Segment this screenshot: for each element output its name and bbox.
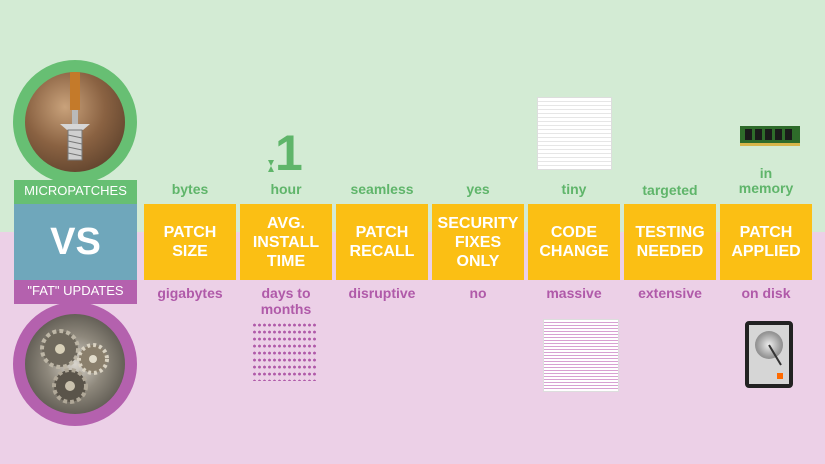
- micro-install-time: hour: [270, 181, 302, 197]
- micropatches-label: MICROPATCHES: [14, 180, 137, 204]
- fat-patch-applied: on disk: [741, 285, 791, 301]
- header-install-time: AVG. INSTALL TIME: [240, 204, 332, 280]
- fat-updates-label: "FAT" UPDATES: [14, 280, 137, 304]
- micro-testing-needed: targeted: [642, 182, 698, 198]
- header-patch-recall: PATCH RECALL: [336, 204, 428, 280]
- ram-chip-icon: [740, 126, 800, 146]
- document-icon: [537, 97, 612, 170]
- header-security-only: SECURITY FIXES ONLY: [432, 204, 524, 280]
- micro-code-change: tiny: [561, 181, 587, 197]
- header-patch-applied: PATCH APPLIED: [720, 204, 812, 280]
- micro-patch-applied: in memory: [738, 165, 794, 196]
- micro-security-only: yes: [466, 181, 490, 197]
- hourglass-icon: [268, 160, 274, 172]
- header-testing-needed: TESTING NEEDED: [624, 204, 716, 280]
- header-patch-size: PATCH SIZE: [144, 204, 236, 280]
- fat-security-only: no: [469, 285, 487, 301]
- fat-patch-recall: disruptive: [348, 285, 416, 301]
- fat-testing-needed: extensive: [638, 285, 702, 301]
- screw-photo: [13, 60, 137, 184]
- header-code-change: CODE CHANGE: [528, 204, 620, 280]
- document-icon: [543, 319, 619, 392]
- people-icon: [252, 323, 318, 381]
- micro-patch-size: bytes: [171, 181, 209, 197]
- one-hour-number: 1: [275, 125, 303, 181]
- fat-install-time: days to months: [260, 285, 312, 317]
- gears-photo: [13, 302, 137, 426]
- fat-code-change: massive: [546, 285, 602, 301]
- micro-patch-recall: seamless: [350, 181, 414, 197]
- micropatches-band: [0, 0, 825, 232]
- fat-patch-size: gigabytes: [157, 285, 223, 301]
- hard-drive-icon: [745, 321, 793, 388]
- vs-label: VS: [14, 204, 137, 280]
